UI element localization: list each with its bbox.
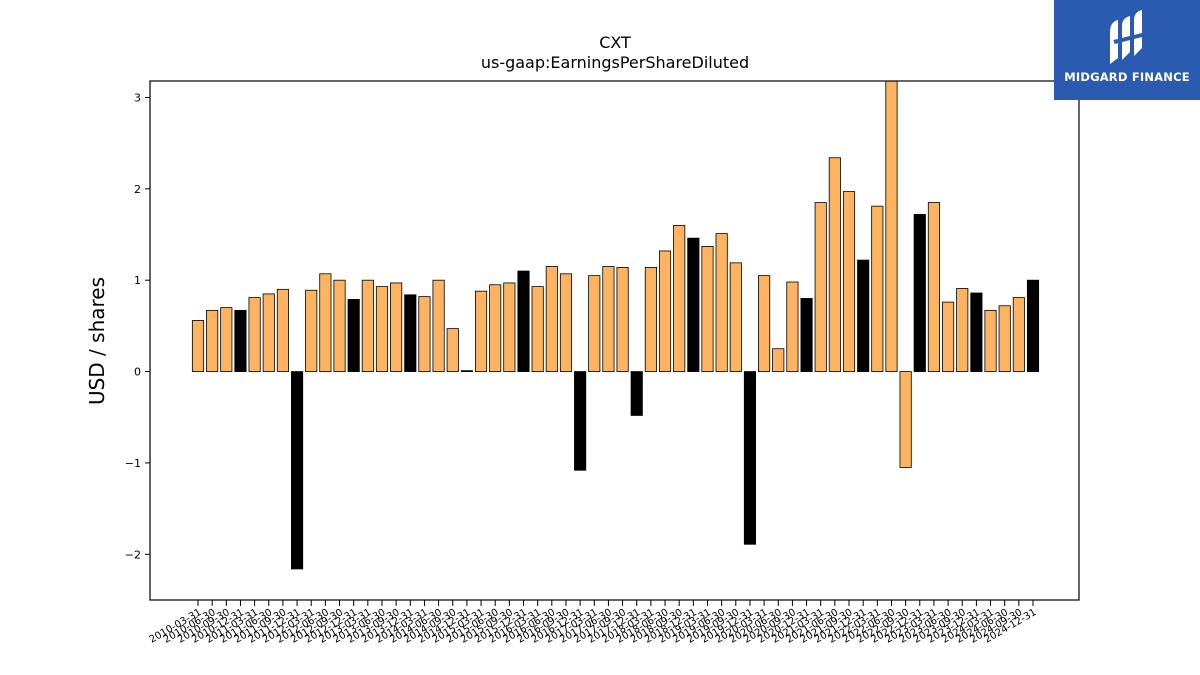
bar-2013-12-31 xyxy=(404,294,417,372)
bar-2010-06-30 xyxy=(206,309,219,372)
bar-2018-12-31 xyxy=(687,237,700,372)
chart-subtitle: us-gaap:EarningsPerShareDiluted xyxy=(481,53,749,72)
bar-2016-12-31 xyxy=(574,371,587,471)
bar-2021-06-30 xyxy=(828,157,841,372)
bar-2023-12-31 xyxy=(970,292,983,372)
bar-2020-03-31 xyxy=(758,275,771,372)
bar-2010-03-31 xyxy=(191,319,205,372)
midgard-logo-mark-icon xyxy=(1110,10,1147,64)
y-axis-label: USD / shares xyxy=(85,277,109,405)
bar-2011-03-31 xyxy=(248,297,261,372)
bar-2021-03-31 xyxy=(814,202,827,372)
bar-2024-03-31 xyxy=(984,309,997,372)
bar-2023-03-31 xyxy=(927,202,940,372)
y-axis-ticks: −2 −1 0 1 2 3 xyxy=(125,91,150,561)
bar-2016-06-30 xyxy=(545,266,558,372)
bar-2017-12-31 xyxy=(630,371,643,416)
bar-2021-12-31 xyxy=(857,259,870,372)
bar-2010-09-30 xyxy=(220,307,233,372)
bar-2011-09-30 xyxy=(276,288,289,372)
bar-2014-12-31 xyxy=(460,370,473,372)
bar-2019-09-30 xyxy=(729,262,742,372)
bar-2015-03-31 xyxy=(474,290,488,372)
bars-layer xyxy=(191,80,1040,570)
bar-2019-12-31 xyxy=(743,371,757,545)
y-tick-label: 3 xyxy=(134,91,141,104)
y-tick-label: 1 xyxy=(134,274,141,287)
bar-2020-06-30 xyxy=(772,348,785,372)
bar-2022-03-31 xyxy=(871,205,884,372)
bar-2021-09-30 xyxy=(842,191,856,372)
bar-2010-12-31 xyxy=(234,309,247,372)
bar-2011-06-30 xyxy=(262,293,275,372)
bar-2016-03-31 xyxy=(531,286,544,372)
bar-2020-12-31 xyxy=(800,298,813,372)
bar-2012-03-31 xyxy=(305,289,318,372)
bar-2018-06-30 xyxy=(658,250,672,372)
bar-2013-06-30 xyxy=(375,286,389,372)
bar-2022-06-30 xyxy=(885,80,898,372)
bar-2012-06-30 xyxy=(319,273,332,372)
plot-frame xyxy=(149,80,1080,601)
bar-2012-12-31 xyxy=(347,298,360,372)
bar-2015-09-30 xyxy=(503,282,516,372)
bar-2019-06-30 xyxy=(715,233,728,372)
bar-2023-09-30 xyxy=(956,288,969,372)
bar-2011-12-31 xyxy=(291,371,304,570)
bar-2017-06-30 xyxy=(602,266,615,372)
company-logo: MIDGARD FINANCE xyxy=(1054,0,1200,100)
y-tick-label: −1 xyxy=(125,457,141,470)
y-tick-label: 0 xyxy=(134,366,141,379)
bar-2018-09-30 xyxy=(673,224,686,372)
bar-2016-09-30 xyxy=(559,273,573,372)
bar-2014-06-30 xyxy=(432,279,445,372)
bar-2015-06-30 xyxy=(489,284,502,372)
bar-2020-09-30 xyxy=(786,281,799,372)
bar-2017-03-31 xyxy=(588,275,601,372)
bar-2024-06-30 xyxy=(998,305,1011,372)
bar-2012-09-30 xyxy=(333,279,346,372)
bar-2024-09-30 xyxy=(1012,297,1025,372)
bar-2023-06-30 xyxy=(942,301,955,372)
bar-2017-09-30 xyxy=(616,266,629,372)
x-axis-ticks: 2010-03-312010-06-302010-09-302010-12-31… xyxy=(148,600,1039,646)
bar-2018-03-31 xyxy=(644,266,657,372)
bar-2014-09-30 xyxy=(446,328,459,372)
bar-2022-12-31 xyxy=(913,213,926,372)
bar-2019-03-31 xyxy=(701,245,714,372)
bar-2013-03-31 xyxy=(361,279,374,372)
logo-text: MIDGARD FINANCE xyxy=(1064,70,1190,84)
bar-2015-12-31 xyxy=(517,270,530,372)
bar-2022-09-30 xyxy=(899,371,912,468)
y-tick-label: 2 xyxy=(134,183,141,196)
bar-2013-09-30 xyxy=(390,282,403,372)
chart-title: CXT xyxy=(599,33,631,52)
bar-2024-12-31 xyxy=(1026,279,1040,372)
bar-2014-03-31 xyxy=(418,296,431,372)
y-tick-label: −2 xyxy=(125,548,141,561)
